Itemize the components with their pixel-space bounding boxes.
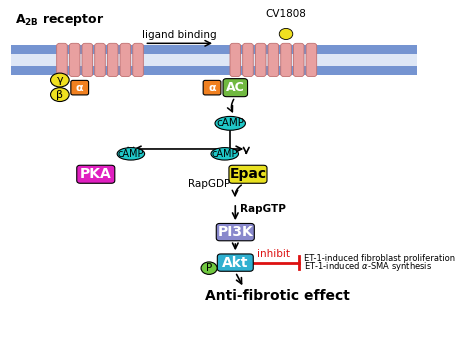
- Ellipse shape: [279, 29, 293, 39]
- FancyBboxPatch shape: [230, 43, 241, 77]
- FancyBboxPatch shape: [71, 80, 89, 95]
- Text: ET-1-induced $\alpha$-SMA synthesis: ET-1-induced $\alpha$-SMA synthesis: [304, 260, 432, 273]
- Text: Akt: Akt: [222, 256, 248, 270]
- FancyBboxPatch shape: [268, 43, 279, 77]
- Text: RapGDP: RapGDP: [188, 179, 230, 189]
- Text: inhibit: inhibit: [256, 249, 290, 259]
- Text: RapGTP: RapGTP: [240, 205, 286, 214]
- Text: P: P: [206, 263, 212, 273]
- FancyBboxPatch shape: [293, 43, 304, 77]
- FancyBboxPatch shape: [11, 66, 417, 75]
- Text: AC: AC: [226, 81, 245, 94]
- FancyBboxPatch shape: [95, 43, 105, 77]
- Text: α: α: [208, 83, 216, 93]
- Text: cAMP: cAMP: [118, 149, 144, 159]
- FancyBboxPatch shape: [203, 80, 221, 95]
- FancyBboxPatch shape: [217, 254, 253, 271]
- Text: Epac: Epac: [229, 167, 266, 181]
- Ellipse shape: [201, 262, 217, 275]
- FancyBboxPatch shape: [108, 43, 118, 77]
- FancyBboxPatch shape: [255, 43, 266, 77]
- Text: CV1808: CV1808: [265, 10, 307, 19]
- Ellipse shape: [215, 117, 246, 130]
- FancyBboxPatch shape: [11, 45, 417, 54]
- FancyBboxPatch shape: [77, 165, 115, 183]
- Ellipse shape: [117, 147, 145, 160]
- Text: ligand binding: ligand binding: [142, 30, 217, 40]
- Text: cAMP: cAMP: [211, 149, 238, 159]
- Text: PI3K: PI3K: [218, 225, 253, 239]
- Text: γ: γ: [56, 75, 63, 85]
- FancyBboxPatch shape: [69, 43, 80, 77]
- FancyBboxPatch shape: [216, 224, 255, 241]
- Text: $\mathbf{A_{2B}}$ receptor: $\mathbf{A_{2B}}$ receptor: [15, 12, 104, 29]
- FancyBboxPatch shape: [120, 43, 131, 77]
- FancyBboxPatch shape: [306, 43, 317, 77]
- Text: α: α: [76, 83, 83, 93]
- Ellipse shape: [51, 88, 69, 101]
- Text: PKA: PKA: [80, 167, 112, 181]
- FancyBboxPatch shape: [133, 43, 143, 77]
- FancyBboxPatch shape: [243, 43, 253, 77]
- FancyBboxPatch shape: [229, 165, 267, 183]
- FancyBboxPatch shape: [57, 43, 67, 77]
- Ellipse shape: [211, 147, 238, 160]
- Text: β: β: [56, 90, 64, 100]
- Ellipse shape: [51, 73, 69, 87]
- FancyBboxPatch shape: [281, 43, 292, 77]
- Text: cAMP: cAMP: [216, 118, 244, 128]
- FancyBboxPatch shape: [223, 78, 247, 97]
- Text: Anti-fibrotic effect: Anti-fibrotic effect: [205, 289, 350, 302]
- FancyBboxPatch shape: [11, 54, 417, 66]
- FancyBboxPatch shape: [82, 43, 92, 77]
- Text: ET-1-induced fibroblast proliferation: ET-1-induced fibroblast proliferation: [304, 253, 456, 263]
